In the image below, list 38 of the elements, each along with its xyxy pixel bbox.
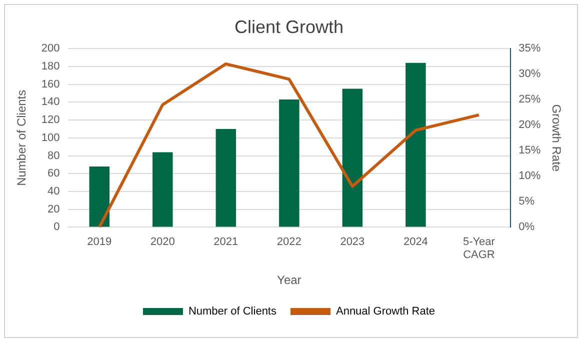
y2-tick-label: 5% — [518, 196, 535, 208]
bar — [279, 100, 300, 227]
x-tick-label: 2020 — [150, 236, 175, 248]
y-tick-label: 180 — [41, 60, 60, 72]
legend-label: Annual Growth Rate — [336, 306, 436, 318]
bar — [342, 88, 363, 227]
y-tick-label: 60 — [48, 168, 60, 180]
bar — [89, 166, 110, 227]
bar — [216, 128, 236, 227]
x-tick-label: 2019 — [87, 236, 112, 248]
legend-label: Number of Clients — [188, 306, 277, 318]
y-tick-label: 80 — [48, 150, 60, 162]
y-tick-label: 200 — [41, 42, 60, 55]
y-tick-label: 140 — [41, 96, 60, 108]
y2-tick-label: 25% — [518, 94, 541, 106]
y-tick-label: 20 — [48, 203, 60, 216]
y2-tick-label: 35% — [518, 42, 541, 55]
x-tick-label: 2023 — [340, 236, 365, 248]
bar — [406, 62, 426, 227]
y-tick-label: 160 — [41, 78, 60, 90]
y2-tick-label: 30% — [518, 68, 541, 80]
x-tick-label: 2021 — [214, 236, 238, 248]
y2-tick-label: 10% — [518, 170, 541, 182]
y-axis-title: Number of Clients — [14, 90, 29, 186]
x-tick-label: 5-Year CAGR — [462, 236, 496, 262]
bar — [152, 152, 173, 227]
y-tick-label: 100 — [41, 132, 60, 144]
y2-tick-label: 20% — [518, 119, 541, 132]
y2-tick-label: 15% — [518, 144, 541, 157]
chart-title: Client Growth — [234, 16, 344, 37]
x-tick-label: 2024 — [403, 236, 428, 248]
x-tick-label: 2022 — [276, 236, 302, 248]
y2-tick-label: 0% — [518, 221, 535, 234]
y-tick-label: 40 — [48, 186, 60, 198]
x-axis-title: Year — [277, 273, 302, 288]
y-tick-label: 0 — [54, 221, 60, 234]
y2-axis-title: Growth Rate — [549, 104, 564, 172]
y-tick-label: 120 — [41, 114, 60, 126]
